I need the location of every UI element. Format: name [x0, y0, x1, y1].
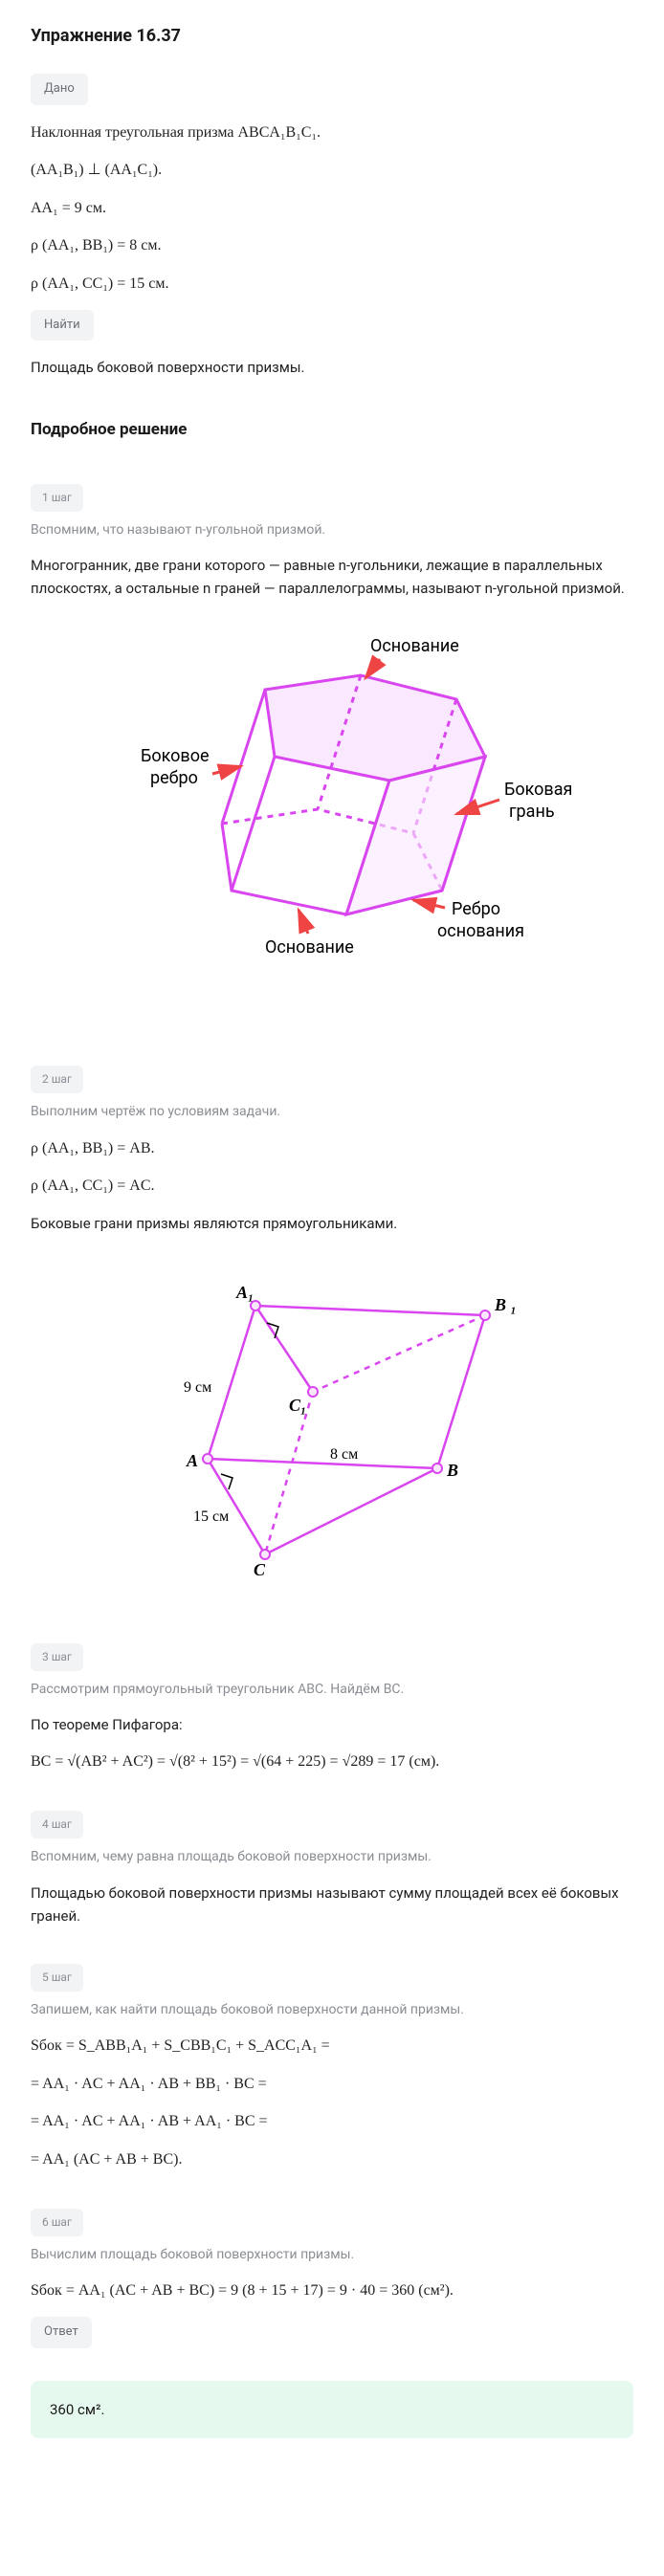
given-line-0: Наклонная треугольная призма ABCA₁B₁C₁. [31, 121, 633, 145]
exercise-title: Упражнение 16.37 [31, 23, 633, 51]
step1-badge: 1 шаг [31, 484, 83, 512]
fig1-label-right1: Боковая [504, 780, 572, 800]
step2-badge: 2 шаг [31, 1066, 83, 1093]
step2-para: Боковые грани призмы являются прямоуголь… [31, 1212, 633, 1235]
step3-label: По теореме Пифагора: [31, 1713, 633, 1736]
fig1-label-left2: ребро [150, 768, 198, 788]
fig1-label-bottom2: Ребро [452, 899, 500, 919]
fig2-len9: 9 см [184, 1379, 211, 1396]
step4-intro: Вспомним, чему равна площадь боковой пов… [31, 1846, 633, 1867]
step1-para: Многогранник, две грани которого — равны… [31, 554, 633, 600]
step2-line-1: ρ (AA₁, CC₁) = AC. [31, 1174, 633, 1199]
step3-intro: Рассмотрим прямоугольный треугольник ABC… [31, 1679, 633, 1700]
given-line-4: ρ (AA₁, CC₁) = 15 см. [31, 272, 633, 297]
fig1-label-bottom3: основания [437, 921, 524, 941]
answer-box: 360 см². [31, 2381, 633, 2438]
figure-triangular-prism: A₁ B ₁ C₁ A B C 9 см 8 см 15 см [31, 1258, 633, 1590]
fig2-label-B: B [446, 1461, 458, 1480]
given-line-3: ρ (AA₁, BB₁) = 8 см. [31, 233, 633, 258]
step5-intro: Запишем, как найти площадь боковой повер… [31, 1999, 633, 2020]
step2-line-0: ρ (AA₁, BB₁) = AB. [31, 1136, 633, 1161]
fig1-label-top: Основание [370, 636, 459, 656]
step3-formula: BC = √(AB² + AC²) = √(8² + 15²) = √(64 +… [31, 1750, 633, 1774]
fig1-label-left1: Боковое [141, 746, 210, 766]
step6-badge: 6 шаг [31, 2209, 83, 2236]
step1-intro: Вспомним, что называют n-угольной призмо… [31, 519, 633, 540]
step4-para: Площадью боковой поверхности призмы назы… [31, 1882, 633, 1927]
step4-badge: 4 шаг [31, 1811, 83, 1838]
fig1-label-bottom1: Основание [265, 937, 354, 958]
fig2-label-C1: C₁ [289, 1396, 306, 1415]
step5-line-0: Sбок = S_ABB₁A₁ + S_CBB₁C₁ + S_ACC₁A₁ = [31, 2034, 633, 2059]
given-line-1: (AA₁B₁) ⊥ (AA₁C₁). [31, 158, 633, 183]
step2-intro: Выполним чертёж по условиям задачи. [31, 1101, 633, 1122]
fig2-label-B1: B ₁ [494, 1295, 517, 1314]
step6-intro: Вычислим площадь боковой поверхности при… [31, 2244, 633, 2265]
fig2-label-A: A [186, 1451, 198, 1470]
solution-heading: Подробное решение [31, 417, 633, 443]
fig2-label-A1: A₁ [235, 1283, 254, 1302]
answer-badge: Ответ [31, 2317, 92, 2348]
find-badge: Найти [31, 310, 94, 341]
figure-prism-parts: Основание Боковое ребро Боковая грань Ре… [31, 623, 633, 1012]
fig2-label-C: C [254, 1560, 266, 1579]
step3-badge: 3 шаг [31, 1643, 83, 1671]
step6-formula: Sбок = AA₁ (AC + AB + BC) = 9 (8 + 15 + … [31, 2279, 633, 2303]
given-line-2: AA₁ = 9 см. [31, 196, 633, 221]
step5-line-3: = AA₁ (AC + AB + BC). [31, 2147, 633, 2172]
find-text: Площадь боковой поверхности призмы. [31, 356, 633, 379]
step5-line-2: = AA₁ · AC + AA₁ · AB + AA₁ · BC = [31, 2109, 633, 2134]
answer-text: 360 см². [50, 2401, 104, 2418]
fig2-len8: 8 см [330, 1446, 358, 1463]
step5-line-1: = AA₁ · AC + AA₁ · AB + BB₁ · BC = [31, 2072, 633, 2097]
fig1-label-right2: грань [509, 802, 555, 822]
step5-badge: 5 шаг [31, 1964, 83, 1992]
given-badge: Дано [31, 74, 88, 105]
fig2-len15: 15 см [193, 1508, 229, 1525]
